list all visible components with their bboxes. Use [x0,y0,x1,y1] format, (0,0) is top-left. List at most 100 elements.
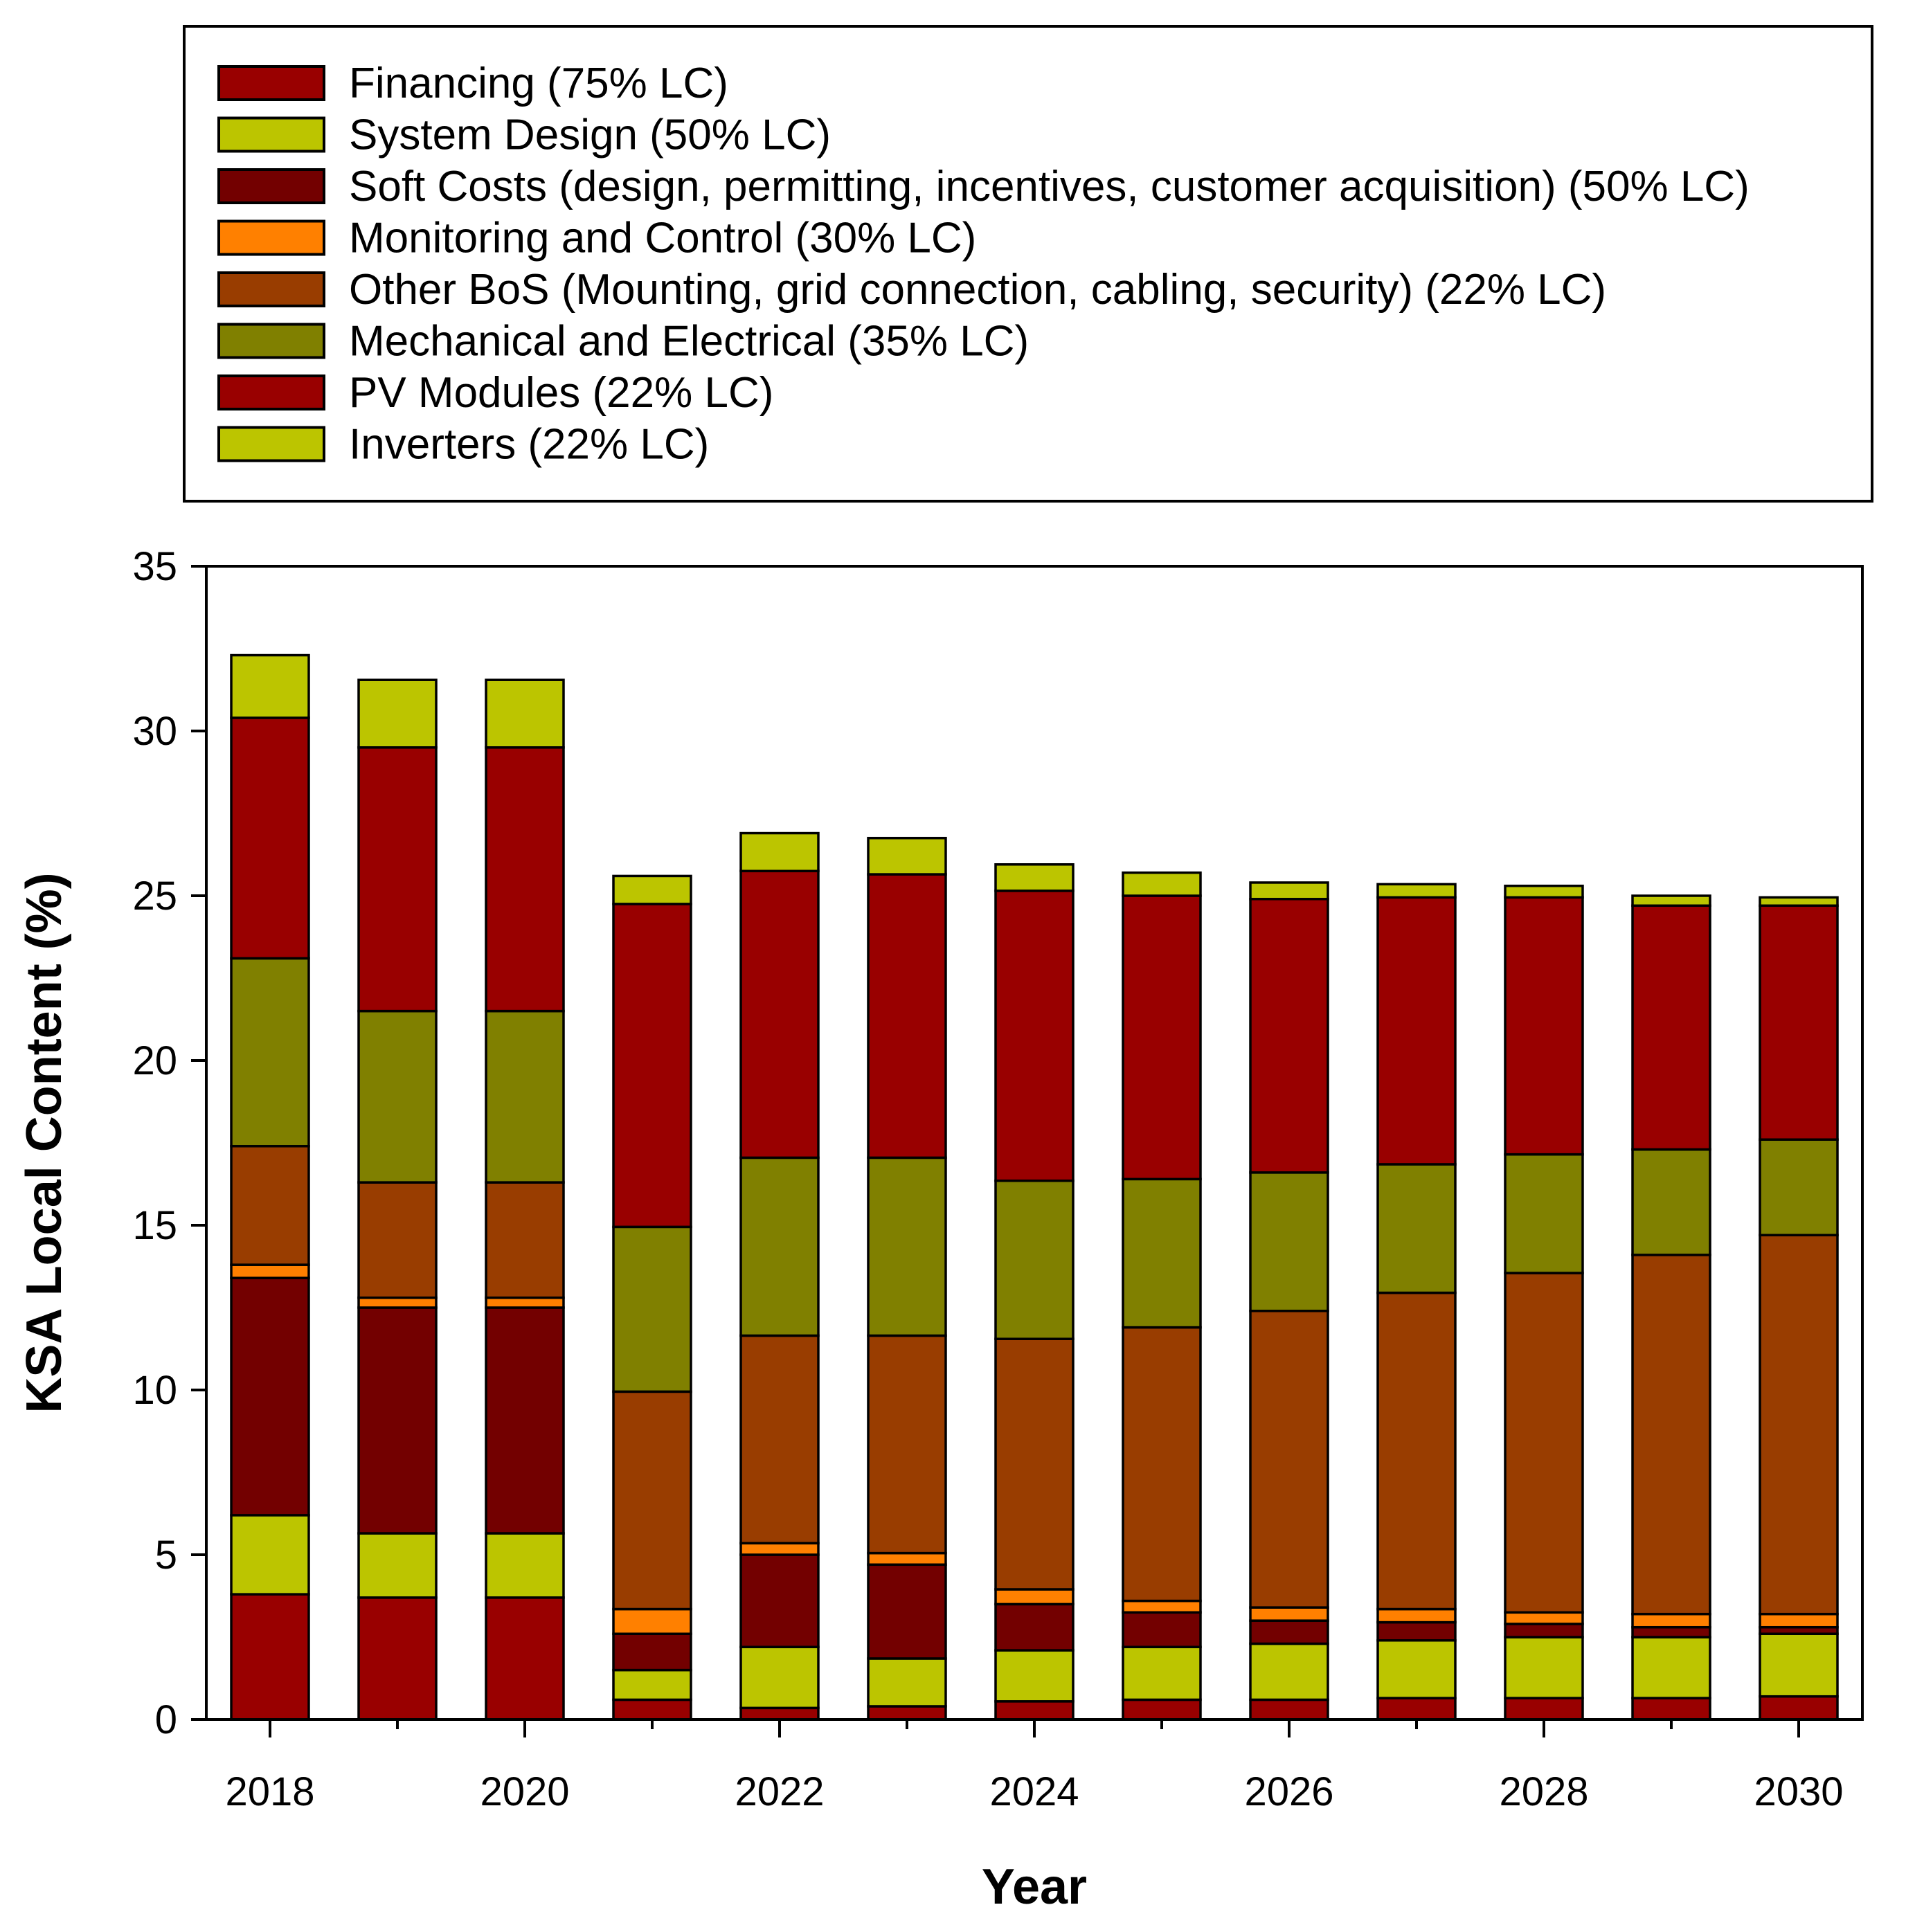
legend-label: Mechanical and Electrical (35% LC) [349,318,1029,365]
bar-segment [1249,898,1329,1174]
bar-segment [1376,1620,1457,1642]
bar-segment [739,869,820,1159]
bar-segment [1122,894,1202,1181]
bar-segment [1376,1163,1457,1294]
bar-segment [230,1263,310,1279]
x-tick-label: 2020 [480,1769,569,1814]
bar-segment [612,1390,692,1611]
bar-segment [612,1607,692,1635]
bar-segment [1122,1599,1202,1614]
bar-segment [1759,1234,1839,1616]
bar-segment [739,1553,820,1649]
bar-segment [1631,1254,1711,1616]
bar-segment [1376,1697,1457,1721]
bar-segment [1376,896,1457,1166]
legend-label: Inverters (22% LC) [349,421,709,469]
bar-segment [230,1276,310,1517]
legend-swatch [217,323,325,359]
bar-segment [1504,1272,1584,1614]
bar-segment [1631,1636,1711,1699]
bar-segment [230,1593,310,1721]
bar-segment [1631,894,1711,908]
legend-swatch [217,374,325,410]
legend-swatch [217,116,325,153]
bar-segment [1249,1310,1329,1609]
y-tick-label: 15 [132,1203,177,1248]
bar-segment [1504,1697,1584,1721]
bar-segment [867,1705,947,1721]
bar-segment [1631,1148,1711,1256]
bar-segment [357,1596,438,1721]
bar-segment [867,836,947,876]
bar-segment [485,746,565,1013]
bar-segment [1759,896,1839,908]
bar-segment [1631,1697,1711,1721]
legend-swatch [217,219,325,256]
legend-label: System Design (50% LC) [349,111,831,159]
bar-segment [1504,1636,1584,1699]
bar-segment [739,831,820,873]
bar-segment [612,1225,692,1393]
bar-segment [1504,1611,1584,1625]
bar-segment [1759,1612,1839,1629]
bar-segment [485,1181,565,1299]
legend-swatch [217,65,325,101]
legend-label: Soft Costs (design, permitting, incentiv… [349,163,1750,210]
bar-segment [230,653,310,719]
bar-segment [612,1632,692,1672]
bar-segment [357,1306,438,1535]
y-tick-label: 20 [132,1038,177,1083]
bar-segment [357,1532,438,1599]
bar-segment [1249,1606,1329,1622]
bar-segment [1376,1291,1457,1611]
y-axis-title: KSA Local Content (%) [17,872,72,1413]
bar-segment [1376,1639,1457,1699]
bar-segment [994,1179,1075,1340]
bar-segment [357,1181,438,1299]
x-tick-label: 2022 [735,1769,824,1814]
bar-segment [1631,1612,1711,1629]
bar-segment [612,1698,692,1721]
x-tick-label: 2030 [1754,1769,1843,1814]
bar-segment [1759,1138,1839,1237]
y-tick-label: 35 [132,544,177,589]
bar-segment [1504,896,1584,1156]
x-tick-label: 2018 [225,1769,314,1814]
legend-swatch [217,426,325,462]
bar-segment [230,1145,310,1266]
legend-box [183,25,1873,503]
bar-segment [1249,881,1329,901]
legend-label: Monitoring and Control (30% LC) [349,215,976,262]
bar-segment [1631,1625,1711,1638]
bar-segment [1376,1607,1457,1624]
y-tick-label: 0 [155,1697,177,1742]
bar-segment [1759,1632,1839,1698]
bar-segment [1249,1642,1329,1701]
bar-segment [867,1334,947,1555]
x-tick-label: 2024 [989,1769,1079,1814]
legend-label: Financing (75% LC) [349,60,728,107]
bar-segment [1122,1645,1202,1701]
bar-segment [1249,1171,1329,1312]
bar-segment [230,716,310,960]
bar-segment [230,957,310,1148]
bar-segment [485,678,565,749]
x-tick-label: 2028 [1499,1769,1588,1814]
bar-segment [994,863,1075,892]
legend-label: Other BoS (Mounting, grid connection, ca… [349,266,1606,314]
bar-segment [1631,904,1711,1151]
bar-segment [1504,884,1584,899]
bar-segment [994,890,1075,1182]
bar-segment [357,1009,438,1184]
bar-segment [1122,1611,1202,1649]
bar-segment [867,1657,947,1708]
bar-segment [994,1337,1075,1591]
y-tick-label: 10 [132,1368,177,1413]
bar-segment [485,1596,565,1721]
bar-segment [739,1334,820,1545]
bar-segment [357,746,438,1013]
bar-segment [1249,1619,1329,1645]
bar-segment [867,1156,947,1337]
